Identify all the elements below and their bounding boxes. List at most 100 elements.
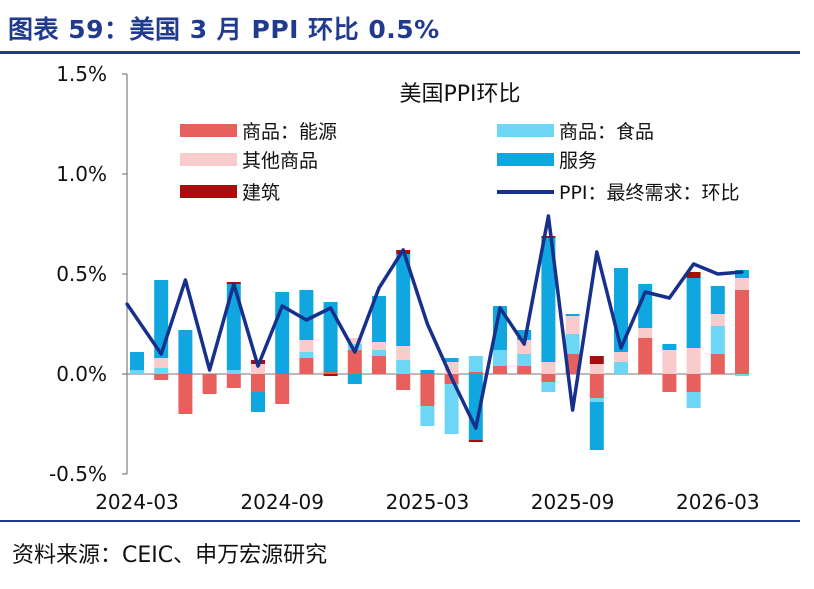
y-tick-label: 1.0%	[56, 162, 107, 186]
bar-segment	[565, 334, 580, 354]
bar-segment	[396, 346, 411, 360]
bar-segment	[130, 370, 144, 374]
bar-segment	[347, 374, 362, 384]
x-tick-label: 2026-03	[676, 490, 760, 514]
bar-segment	[251, 374, 265, 392]
bar-segment	[638, 338, 653, 374]
bar-segment	[589, 364, 604, 374]
ppi-point	[232, 282, 236, 286]
bar-segment	[686, 348, 701, 374]
bar-segment	[493, 366, 507, 374]
bar-segment	[589, 374, 604, 398]
ppi-point	[304, 318, 308, 322]
bar-segment	[396, 254, 411, 346]
bar-segment	[299, 358, 314, 374]
bar-segment	[299, 352, 314, 358]
bar-segment	[202, 374, 217, 394]
bar-segment	[154, 358, 169, 368]
bar-segment	[130, 352, 144, 370]
bar-segment	[686, 374, 701, 392]
ppi-point	[692, 262, 696, 266]
bar-segment	[468, 440, 483, 442]
ppi-point	[125, 302, 129, 306]
ppi-point	[546, 214, 551, 218]
bar-segment	[226, 370, 241, 374]
bar-segment	[686, 392, 701, 408]
legend-swatch	[180, 185, 237, 198]
ppi-chart: -0.5% 0.0% 0.5% 1.0% 1.5% 2024-03 2024-09 2025-…	[49, 62, 760, 514]
bar-segment	[444, 384, 459, 434]
ppi-point	[522, 342, 526, 346]
ppi-point	[716, 272, 720, 276]
bar-segment	[372, 296, 386, 342]
bar-segment	[541, 236, 556, 238]
title-rule	[0, 51, 800, 54]
bar-segment	[372, 350, 386, 356]
ppi-line	[125, 214, 743, 430]
ppi-point	[280, 304, 284, 308]
bar-segment	[154, 374, 169, 380]
bar-segment	[323, 302, 338, 372]
bar-segment	[614, 352, 628, 362]
source-note: 资料来源：CEIC、申万宏源研究	[12, 543, 328, 568]
bar-segment	[662, 374, 677, 392]
bar-segment	[710, 354, 725, 374]
ppi-point	[498, 306, 502, 310]
ppi-point	[571, 408, 575, 412]
legend-label: 建筑	[242, 182, 280, 204]
figure-title: 图表 59：美国 3 月 PPI 环比 0.5%	[8, 15, 440, 44]
ppi-point	[740, 270, 744, 274]
bar-segment	[178, 374, 193, 414]
bar-segment	[638, 284, 653, 328]
ppi-point	[256, 364, 260, 368]
legend-label: PPI：最终需求：环比	[559, 182, 740, 204]
bar-segment	[323, 372, 338, 374]
x-tick-label: 2025-03	[386, 490, 470, 514]
bar-segment	[347, 338, 362, 344]
bar-segment	[541, 238, 556, 362]
ppi-point	[619, 346, 623, 350]
y-tick-label: 0.0%	[56, 362, 107, 386]
bar-segment	[589, 356, 604, 364]
bar-segment	[420, 406, 435, 426]
bar-segment	[226, 374, 241, 388]
chart-title: 美国PPI环比	[399, 82, 520, 107]
bar-segment	[710, 286, 725, 314]
y-tick-label: 1.5%	[56, 62, 107, 86]
ppi-point	[450, 376, 454, 380]
bar-segment	[154, 368, 169, 374]
bar-segment	[686, 278, 701, 348]
bar-segment	[517, 340, 532, 354]
bar-segment	[493, 350, 507, 366]
bar-segment	[372, 356, 386, 374]
x-tick-label: 2025-09	[531, 490, 615, 514]
y-tick-label: 0.5%	[56, 262, 107, 286]
bar-segment	[541, 374, 556, 382]
bar-segment	[299, 340, 314, 352]
ppi-point	[377, 286, 381, 290]
bar-segment	[710, 326, 725, 354]
x-tick-label: 2024-09	[240, 490, 324, 514]
bar-segment	[420, 370, 435, 374]
bar-segment	[686, 272, 701, 278]
bar-segment	[396, 360, 411, 374]
legend-label: 商品：食品	[559, 121, 654, 143]
bar-segment	[299, 290, 314, 340]
bar-segment	[735, 374, 749, 376]
bar-segment	[468, 356, 483, 372]
x-tick-label: 2024-03	[95, 490, 179, 514]
bar-segment	[347, 350, 362, 374]
ppi-point	[595, 250, 599, 254]
bar-segment	[710, 314, 725, 326]
ppi-point	[329, 306, 333, 310]
bar-segment	[275, 374, 290, 404]
bar-segment	[323, 374, 338, 376]
bar-segment	[735, 270, 749, 278]
legend-swatch	[180, 124, 237, 137]
bar-segment	[565, 314, 580, 316]
bar-segment	[468, 372, 483, 374]
legend-label: 商品：能源	[242, 121, 337, 143]
bar-segment	[396, 374, 411, 390]
bar-segment	[735, 290, 749, 374]
bar-segment	[444, 358, 459, 362]
